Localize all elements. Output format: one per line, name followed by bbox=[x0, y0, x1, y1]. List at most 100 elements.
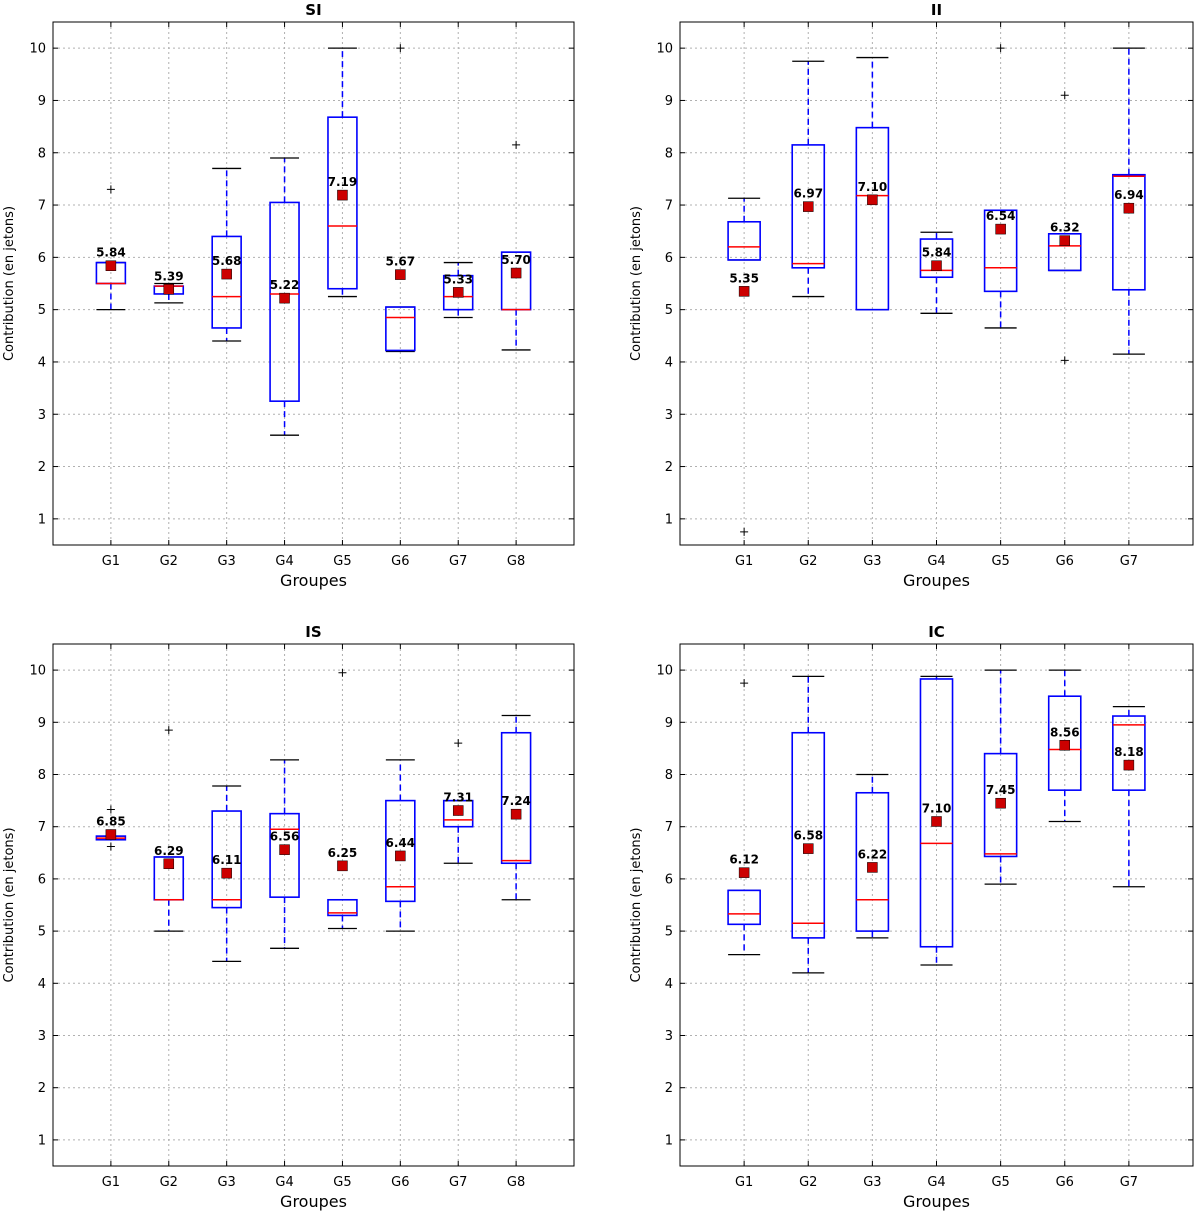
chart-title: SI bbox=[305, 1, 321, 19]
chart-title: IC bbox=[928, 623, 945, 641]
mean-label: 5.70 bbox=[501, 253, 531, 267]
box-group-g6: 5.67 bbox=[385, 44, 416, 353]
flier-point bbox=[106, 842, 115, 851]
flier-point bbox=[454, 739, 463, 748]
y-tick-label: 1 bbox=[665, 512, 673, 527]
y-tick-label: 10 bbox=[29, 664, 46, 679]
mean-marker bbox=[931, 816, 942, 827]
box-iqr bbox=[1047, 695, 1082, 791]
box-group-g2: 6.58 bbox=[791, 675, 826, 974]
box-iqr bbox=[211, 235, 242, 329]
box-iqr bbox=[791, 144, 826, 269]
y-tick-label: 1 bbox=[38, 512, 46, 527]
mean-label: 5.84 bbox=[96, 246, 126, 260]
mean-label: 5.84 bbox=[922, 246, 952, 260]
y-tick-label: 3 bbox=[38, 408, 46, 423]
y-tick-label: 1 bbox=[665, 1133, 673, 1148]
flier-point bbox=[1060, 91, 1069, 100]
x-tick-label: G7 bbox=[1120, 1175, 1138, 1190]
flier-point bbox=[996, 44, 1005, 53]
x-tick-label: G2 bbox=[160, 554, 178, 569]
chart-panel-ic: 1 2 3 4 5 6 7 8 9 10 G1 G2 G3 G4 G5 G6 G7 6.12 6.58 6.22 7.1… bbox=[629, 623, 1194, 1211]
mean-marker bbox=[337, 189, 348, 201]
mean-label: 5.67 bbox=[386, 255, 416, 269]
plot-frame bbox=[52, 21, 575, 546]
box-group-g4: 5.84 bbox=[919, 231, 954, 314]
y-tick-label: 1 bbox=[38, 1133, 46, 1148]
mean-label: 6.94 bbox=[1114, 188, 1144, 202]
mean-marker bbox=[395, 269, 406, 280]
box-group-g3: 7.10 bbox=[855, 56, 890, 311]
mean-marker bbox=[1059, 740, 1070, 751]
mean-marker bbox=[395, 850, 406, 862]
y-tick-label: 5 bbox=[665, 303, 673, 318]
mean-label: 6.29 bbox=[154, 844, 184, 858]
plot-frame bbox=[52, 643, 575, 1167]
mean-label: 6.56 bbox=[270, 830, 300, 844]
box-group-g7: 6.94 bbox=[1112, 47, 1146, 355]
mean-marker bbox=[452, 287, 464, 298]
mean-marker bbox=[803, 201, 814, 212]
box-group-g4: 5.22 bbox=[269, 157, 300, 436]
mean-marker bbox=[163, 284, 175, 295]
chart-panel-ii: 1 2 3 4 5 6 7 8 9 10 G1 G2 G3 G4 G5 G6 G7 5.35 6.97 7.10 5.8… bbox=[629, 1, 1194, 590]
y-axis-label: Contribution (en jetons) bbox=[2, 206, 17, 361]
box-iqr bbox=[1112, 715, 1146, 791]
mean-label: 6.11 bbox=[212, 853, 242, 867]
box-iqr bbox=[919, 238, 954, 279]
y-axis-label: Contribution (en jetons) bbox=[629, 206, 644, 361]
y-tick-label: 8 bbox=[38, 768, 46, 783]
y-tick-label: 7 bbox=[38, 820, 46, 835]
y-tick-label: 5 bbox=[38, 303, 46, 318]
y-tick-label: 7 bbox=[38, 199, 46, 214]
mean-label: 6.58 bbox=[793, 829, 823, 843]
y-tick-label: 8 bbox=[665, 768, 673, 783]
x-tick-label: G7 bbox=[449, 554, 467, 569]
y-tick-label: 5 bbox=[38, 925, 46, 940]
y-tick-label: 2 bbox=[665, 460, 673, 475]
mean-label: 8.56 bbox=[1050, 725, 1080, 739]
y-tick-label: 10 bbox=[656, 42, 673, 57]
x-tick-label: G1 bbox=[735, 1175, 753, 1190]
x-tick-label: G6 bbox=[1056, 554, 1074, 569]
box-group-g3: 6.22 bbox=[855, 773, 890, 939]
y-tick-label: 4 bbox=[38, 355, 46, 370]
mean-marker bbox=[510, 267, 522, 279]
y-tick-label: 6 bbox=[38, 872, 46, 887]
box-iqr bbox=[385, 306, 416, 352]
box-group-g7: 8.18 bbox=[1112, 705, 1146, 888]
y-tick-label: 2 bbox=[38, 1081, 46, 1096]
mean-marker bbox=[738, 286, 750, 297]
mean-marker bbox=[995, 223, 1006, 235]
mean-label: 5.68 bbox=[212, 254, 242, 268]
box-iqr bbox=[269, 812, 300, 898]
y-tick-label: 9 bbox=[38, 716, 46, 731]
box-iqr bbox=[442, 274, 474, 311]
box-group-g5: 6.25 bbox=[327, 668, 358, 930]
y-tick-label: 9 bbox=[665, 716, 673, 731]
box-iqr bbox=[791, 731, 826, 939]
x-tick-label: G8 bbox=[507, 554, 525, 569]
x-tick-label: G5 bbox=[991, 1175, 1009, 1190]
y-tick-label: 2 bbox=[38, 460, 46, 475]
x-tick-label: G4 bbox=[927, 1175, 945, 1190]
mean-marker bbox=[1123, 759, 1135, 771]
x-tick-label: G1 bbox=[102, 554, 120, 569]
y-tick-label: 3 bbox=[665, 408, 673, 423]
mean-label: 7.10 bbox=[858, 180, 888, 194]
mean-label: 5.22 bbox=[270, 278, 300, 292]
box-iqr bbox=[983, 209, 1018, 293]
y-tick-label: 3 bbox=[665, 1029, 673, 1044]
mean-label: 6.32 bbox=[1050, 221, 1080, 235]
flier-point bbox=[106, 185, 115, 194]
mean-label: 8.18 bbox=[1114, 745, 1144, 759]
y-tick-label: 8 bbox=[38, 146, 46, 161]
mean-label: 6.85 bbox=[96, 815, 126, 829]
chart-title: IS bbox=[305, 623, 321, 641]
x-tick-label: G5 bbox=[333, 1175, 351, 1190]
chart-panel-si: 1 2 3 4 5 6 7 8 9 10 G1 G2 G3 G4 G5 G6 G7 G8 5.84 5.39 5.68 5… bbox=[2, 1, 575, 590]
mean-marker bbox=[279, 844, 290, 855]
mean-label: 7.45 bbox=[986, 783, 1016, 797]
box-iqr bbox=[211, 810, 242, 909]
x-tick-label: G7 bbox=[449, 1175, 467, 1190]
